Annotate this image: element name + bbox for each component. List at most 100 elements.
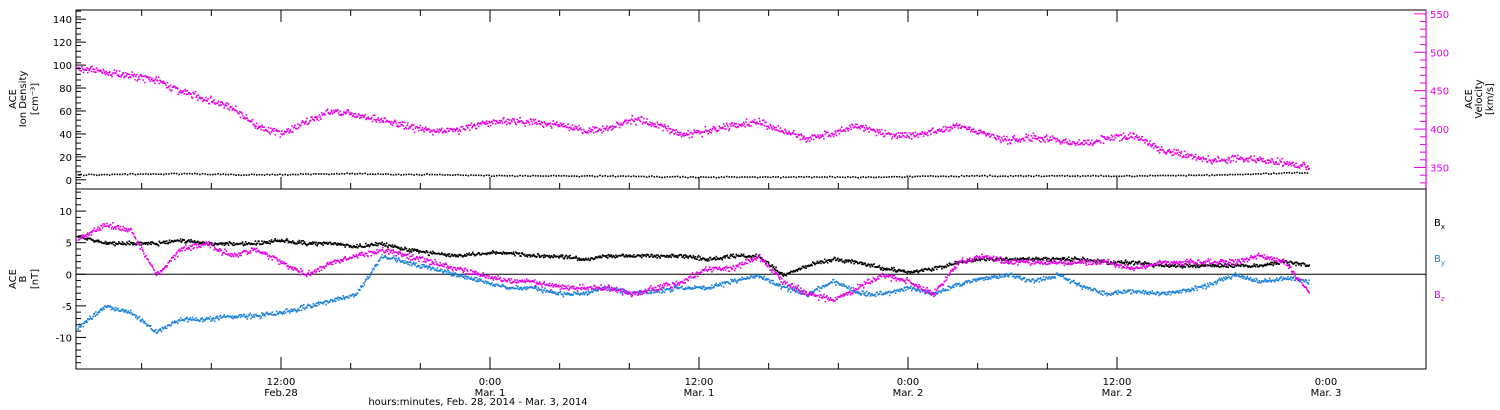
density-point — [181, 173, 183, 175]
velocity-point — [150, 78, 153, 81]
bx-point — [1163, 265, 1166, 268]
bx-point — [1130, 262, 1132, 264]
by-point — [214, 317, 217, 320]
velocity-point — [595, 131, 597, 133]
bx-point — [391, 245, 393, 248]
velocity-point — [1278, 163, 1280, 165]
by-point — [178, 319, 180, 321]
by-point — [111, 306, 113, 309]
velocity-point — [492, 122, 494, 125]
density-point — [403, 173, 405, 176]
bx-point — [383, 242, 386, 245]
bx-point — [261, 240, 263, 242]
velocity-point — [1105, 138, 1108, 141]
by-point — [154, 328, 157, 331]
bx-point — [358, 245, 360, 247]
bx-point — [1217, 265, 1220, 268]
bx-point — [618, 254, 620, 257]
velocity-point — [1089, 141, 1092, 144]
velocity-point — [1123, 136, 1125, 139]
velocity-point — [395, 122, 397, 125]
bx-point — [939, 265, 942, 268]
density-point — [93, 174, 95, 176]
by-point — [590, 289, 593, 291]
velocity-point — [642, 121, 645, 123]
density-tick-label: 140 — [53, 15, 72, 26]
density-point — [697, 176, 700, 179]
velocity-point — [348, 113, 351, 116]
by-point — [287, 310, 290, 313]
density-point — [648, 175, 650, 178]
velocity-point — [1250, 155, 1252, 157]
bx-point — [415, 248, 417, 251]
velocity-point — [1044, 141, 1046, 143]
velocity-point — [562, 125, 564, 128]
velocity-point — [247, 119, 250, 122]
velocity-point — [130, 74, 133, 76]
velocity-point — [1084, 140, 1086, 142]
velocity-point — [347, 109, 349, 111]
velocity-point — [820, 135, 823, 137]
velocity-point — [1201, 160, 1204, 163]
by-point — [219, 314, 222, 317]
density-point — [1025, 175, 1027, 177]
by-point — [321, 302, 324, 304]
bx-point — [1035, 256, 1038, 259]
velocity-point — [986, 134, 988, 136]
velocity-point — [862, 124, 864, 127]
velocity-point — [426, 128, 428, 130]
bx-point — [1187, 264, 1190, 267]
density-point — [147, 173, 150, 176]
by-point — [322, 303, 324, 305]
bx-point — [1032, 258, 1035, 260]
velocity-point — [577, 129, 580, 132]
bx-point — [523, 253, 526, 256]
by-point — [252, 315, 254, 318]
bx-point — [334, 242, 337, 245]
velocity-point — [1200, 158, 1202, 160]
bx-point — [367, 244, 369, 246]
velocity-point — [509, 123, 511, 125]
bx-point — [220, 242, 223, 244]
by-point — [414, 264, 417, 266]
velocity-point — [631, 115, 634, 117]
velocity-point — [789, 133, 792, 136]
bx-point — [651, 254, 653, 256]
velocity-point — [593, 127, 596, 129]
bx-point — [657, 254, 659, 256]
by-point — [427, 267, 429, 270]
density-point — [934, 175, 937, 178]
velocity-point — [1048, 138, 1051, 141]
density-point — [780, 177, 782, 179]
bx-point — [1057, 258, 1060, 260]
bx-point — [1236, 264, 1238, 267]
velocity-point — [87, 68, 90, 70]
bx-point — [656, 257, 659, 259]
bx-point — [897, 268, 900, 271]
velocity-point — [481, 120, 484, 123]
by-point — [309, 305, 312, 307]
bx-point — [1209, 264, 1212, 266]
velocity-point — [597, 130, 599, 132]
density-point — [418, 174, 421, 176]
density-point — [457, 173, 459, 176]
velocity-point — [908, 135, 910, 138]
velocity-point — [1008, 138, 1010, 141]
by-point — [428, 265, 430, 267]
density-point — [452, 174, 454, 176]
bx-point — [830, 260, 833, 263]
velocity-point — [1209, 160, 1212, 162]
velocity-point — [351, 112, 353, 114]
bx-point — [281, 238, 283, 241]
density-point — [834, 176, 836, 179]
velocity-point — [1191, 157, 1194, 160]
by-point — [694, 287, 697, 289]
velocity-point — [654, 123, 656, 125]
velocity-point — [881, 133, 884, 136]
bx-point — [549, 256, 551, 259]
velocity-point — [195, 96, 197, 99]
bx-point — [799, 269, 802, 271]
velocity-point — [329, 112, 332, 115]
velocity-point — [671, 130, 673, 133]
